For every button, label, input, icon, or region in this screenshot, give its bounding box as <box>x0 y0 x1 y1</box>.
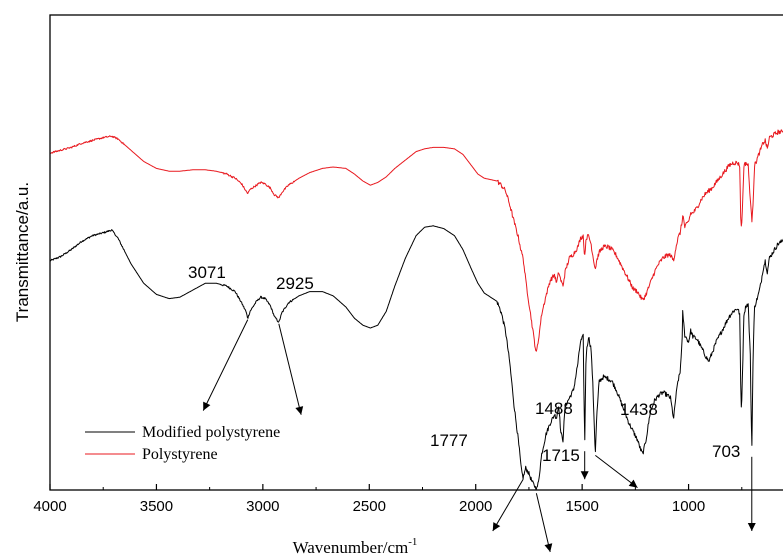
annotation-arrow-line <box>202 319 249 411</box>
peak-annotation-703: 703 <box>712 442 756 531</box>
x-axis-title-main: Wavenumber/cm <box>293 538 409 557</box>
peak-annotation-3071: 3071 <box>188 263 249 411</box>
x-tick-label: 1000 <box>672 498 705 515</box>
annotation-arrowhead <box>295 406 304 415</box>
legend: Modified polystyrene Polystyrene <box>85 424 280 463</box>
x-tick-label: 1500 <box>565 498 598 515</box>
peak-annotation-1438: 1438 <box>595 400 658 488</box>
series-line-modified-polystyrene <box>49 225 783 490</box>
annotation-label: 2925 <box>276 274 314 293</box>
x-axis: 4000350030002500200015001000500 <box>33 484 783 515</box>
annotation-label: 3071 <box>188 263 226 282</box>
plot-frame <box>49 14 783 491</box>
annotation-arrowhead <box>628 479 638 488</box>
peak-annotation-1715: 1715 <box>535 446 580 553</box>
series-layer <box>49 129 783 490</box>
annotation-label: 1777 <box>430 431 468 450</box>
annotation-arrowhead <box>580 471 589 480</box>
peak-annotation-1777: 1777 <box>430 431 524 532</box>
annotation-arrow-line <box>595 455 638 488</box>
annotation-arrowhead <box>544 543 553 552</box>
x-axis-title-superscript: -1 <box>408 536 417 548</box>
annotation-label: 1488 <box>535 399 573 418</box>
x-tick-label: 2000 <box>459 498 492 515</box>
annotation-layer: 3071 2925 1777 1715 1488 1438 703 <box>188 263 756 553</box>
annotation-arrowhead <box>203 401 211 411</box>
y-axis-title: Transmittance/a.u. <box>13 182 32 322</box>
peak-annotation-2925: 2925 <box>276 274 314 415</box>
legend-label-modified-polystyrene: Modified polystyrene <box>142 424 280 441</box>
annotation-label: 1438 <box>620 400 658 419</box>
series-line-polystyrene <box>49 129 783 352</box>
x-tick-label: 2500 <box>353 498 386 515</box>
annotation-arrow-line <box>492 478 524 532</box>
annotation-arrow-line <box>278 323 302 415</box>
x-tick-label: 3500 <box>140 498 173 515</box>
annotation-arrowhead <box>492 522 501 531</box>
annotation-label: 703 <box>712 442 740 461</box>
x-tick-label: 4000 <box>33 498 66 515</box>
legend-label-polystyrene: Polystyrene <box>142 446 218 463</box>
annotation-arrowhead <box>747 523 756 531</box>
x-axis-title: Wavenumber/cm-1 <box>293 536 418 557</box>
peak-annotation-1488: 1488 <box>535 399 589 480</box>
annotation-arrow-line <box>535 493 551 553</box>
annotation-label: 1715 <box>542 446 580 465</box>
x-tick-label: 3000 <box>246 498 279 515</box>
